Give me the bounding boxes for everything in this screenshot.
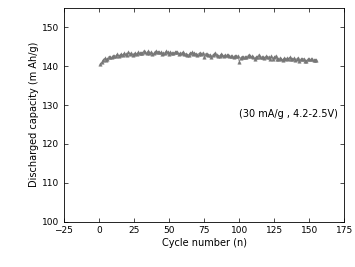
Y-axis label: Discharged capacity (m Ah/g): Discharged capacity (m Ah/g) xyxy=(29,42,39,187)
X-axis label: Cycle number (n): Cycle number (n) xyxy=(162,238,247,248)
Text: (30 mA/g , 4.2-2.5V): (30 mA/g , 4.2-2.5V) xyxy=(239,109,338,119)
